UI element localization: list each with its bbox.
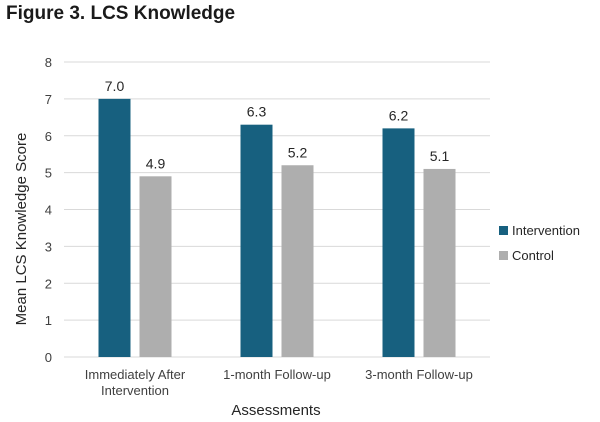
data-label: 4.9 (146, 155, 166, 171)
bar-intervention (382, 128, 415, 357)
y-tick-label: 2 (45, 276, 52, 291)
legend: Intervention Control (499, 223, 580, 263)
gridlines (64, 61, 490, 358)
data-label: 6.3 (247, 104, 267, 120)
y-tick-label: 6 (45, 129, 52, 144)
y-tick-label: 5 (45, 166, 52, 181)
data-label: 6.2 (389, 107, 409, 123)
legend-label: Control (512, 248, 554, 263)
bar-intervention (240, 124, 273, 357)
x-axis-title: Assessments (231, 402, 320, 419)
bar-intervention (98, 98, 131, 357)
bar-control (139, 176, 172, 357)
y-tick-label: 3 (45, 239, 52, 254)
legend-swatch-control (499, 251, 508, 260)
y-tick-label: 7 (45, 92, 52, 107)
figure-title: Figure 3. LCS Knowledge (6, 3, 236, 24)
y-axis-title: Mean LCS Knowledge Score (13, 133, 30, 326)
data-label: 7.0 (105, 78, 125, 94)
data-labels: 7.0 4.9 6.3 5.2 6.2 5.1 (105, 78, 450, 171)
x-tick-label: Immediately After (85, 367, 186, 382)
legend-label: Intervention (512, 223, 580, 238)
y-tick-label: 1 (45, 313, 52, 328)
y-tick-label: 8 (45, 55, 52, 70)
bar-control (423, 168, 456, 357)
y-axis-ticks: 0 1 2 3 4 5 6 7 8 (45, 55, 52, 365)
data-label: 5.2 (288, 144, 308, 160)
bars (98, 98, 456, 357)
x-tick-label: Intervention (101, 383, 169, 398)
x-tick-label: 1-month Follow-up (223, 367, 331, 382)
y-tick-label: 0 (45, 350, 52, 365)
data-label: 5.1 (430, 148, 450, 164)
legend-swatch-intervention (499, 226, 508, 235)
x-tick-label: 3-month Follow-up (365, 367, 473, 382)
bar-control (281, 165, 314, 357)
y-tick-label: 4 (45, 203, 52, 218)
